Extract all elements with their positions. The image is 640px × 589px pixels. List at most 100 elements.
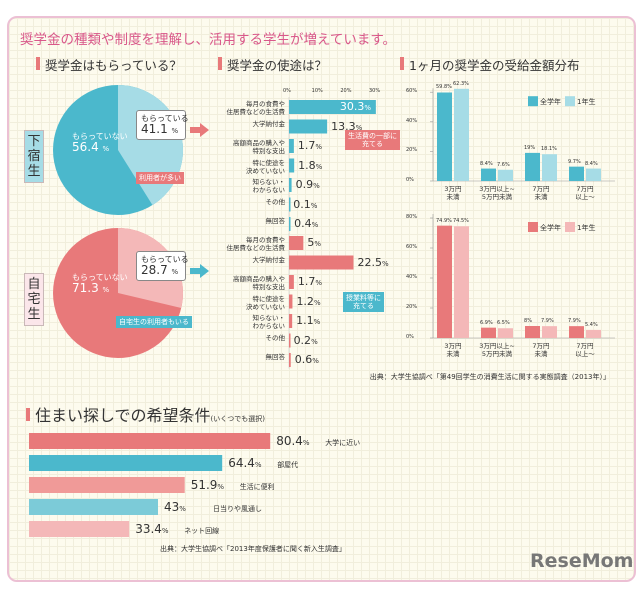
- value-label: 0.4%: [294, 217, 319, 230]
- housing-value: 51.9%: [190, 478, 225, 492]
- category-label: 大学納付金: [252, 255, 286, 264]
- legend-swatch: [565, 222, 575, 232]
- bar: [289, 294, 293, 309]
- bar-all-years: [569, 166, 584, 181]
- y-tick-label: 20%: [406, 304, 418, 310]
- bar: [289, 158, 295, 173]
- data-label: 18.1%: [541, 146, 557, 153]
- value: 6.9: [480, 319, 488, 326]
- housing-subtitle: (いくつでも選択): [210, 415, 265, 423]
- value: 22.5: [357, 255, 383, 269]
- value: 64.4: [228, 456, 255, 470]
- bar: [289, 353, 291, 367]
- group-label: 自宅生: [24, 273, 44, 326]
- bar: [289, 314, 293, 328]
- category-label: 7万円 未満: [532, 185, 550, 201]
- housing-bar: [29, 433, 271, 449]
- value-label: 0.2%: [293, 333, 318, 347]
- data-label: 62.3%: [453, 80, 469, 87]
- category-label: 7万円 以上～: [575, 342, 595, 358]
- bar: [289, 275, 294, 289]
- y-tick-label: 0%: [406, 177, 414, 183]
- housing-value: 33.4%: [135, 522, 169, 536]
- data-label: 74.9%: [436, 217, 452, 224]
- category-label: 特に使途を 決めていない: [246, 158, 285, 175]
- pie-label-receiving: もらっている 41.1 %: [136, 110, 189, 140]
- value: 33.4: [135, 522, 162, 536]
- arrow-icon: [190, 123, 209, 137]
- value: 30.3: [339, 100, 365, 113]
- category-label: 知らない・ わからない: [252, 314, 286, 330]
- section-title-housing: 住まい探しでの希望条件(いくつでも選択): [26, 402, 265, 426]
- group-label: 下宿生: [24, 130, 44, 183]
- value-label: 0.9%: [295, 178, 320, 191]
- pie-label-not-receiving: もらっていない 71.3 %: [72, 273, 128, 295]
- bar: [289, 333, 291, 348]
- housing-label: 部屋代: [277, 461, 299, 469]
- bar-first-year: [498, 328, 513, 338]
- value: 1.7: [297, 275, 316, 288]
- bar: [289, 236, 304, 250]
- label: もらっていない: [72, 273, 128, 282]
- value: 43: [164, 500, 180, 514]
- category-label: 3万円以上~ 5万円未満: [479, 185, 515, 201]
- housing-label: 生活に便利: [239, 483, 275, 491]
- legend-label: 1年生: [577, 98, 596, 107]
- value-label: 13.3%: [331, 119, 363, 133]
- bar: [289, 217, 291, 231]
- housing-value: 64.4%: [228, 456, 262, 470]
- category-label: 高額商品の購入や 特別な支出: [233, 275, 285, 291]
- legend-label: 全学年: [540, 98, 561, 107]
- data-label: 8.4%: [585, 160, 598, 167]
- y-tick-label: 80%: [406, 214, 418, 220]
- data-label: 7.6%: [497, 161, 510, 168]
- housing-label: ネット回線: [184, 527, 220, 535]
- value: 19: [524, 144, 531, 151]
- value-label: 1.8%: [298, 158, 323, 172]
- housing-label: 日当りや風通し: [213, 505, 262, 513]
- bar-all-years: [481, 168, 496, 181]
- bar-first-year: [498, 169, 513, 181]
- y-tick-label: 40%: [406, 274, 418, 280]
- pie-label-not-receiving: もらっていない 56.4 %: [72, 132, 128, 154]
- category-label: 無回答: [265, 353, 286, 361]
- bar: [289, 100, 376, 114]
- bar-first-year: [454, 88, 469, 181]
- bar: [289, 197, 291, 212]
- category-label: その他: [265, 333, 286, 342]
- housing-bar: [29, 477, 185, 493]
- value: 41.1: [141, 122, 168, 136]
- section-title-pie: 奨学金はもらっている？: [36, 55, 182, 74]
- category-label: 3万円 未満: [444, 185, 462, 201]
- category-label: 特に使途を 決めていない: [246, 294, 285, 311]
- value: 80.4: [276, 434, 303, 448]
- category-label: 3万円以上~ 5万円未満: [479, 342, 515, 358]
- value: 59.8: [436, 84, 448, 91]
- section-title-usage: 奨学金の使途は？: [218, 55, 327, 74]
- housing-bar: [29, 499, 158, 515]
- category-label: 毎月の食費や 住居費などの生活費: [226, 100, 286, 116]
- value: 6.5: [497, 320, 505, 327]
- bar: [289, 178, 292, 192]
- value: 0.4: [294, 217, 312, 230]
- category-label: 3万円 未満: [444, 342, 462, 358]
- bar-first-year: [454, 226, 469, 338]
- value: 1.1: [296, 314, 314, 327]
- category-label: 7万円 以上～: [575, 185, 595, 201]
- bar-all-years: [481, 327, 496, 338]
- value: 8: [524, 318, 528, 324]
- data-label: 59.8%: [436, 84, 452, 91]
- housing-value: 43%: [164, 500, 186, 514]
- value-label: 30.3%: [339, 100, 372, 113]
- value-label: 1.7%: [297, 139, 323, 152]
- value: 1.7: [297, 139, 316, 152]
- category-label: 知らない・ わからない: [252, 178, 286, 194]
- category-label: 無回答: [265, 217, 286, 225]
- pie-callout: 利用者が多い: [136, 172, 184, 184]
- legend-label: 全学年: [540, 224, 561, 232]
- bar-all-years: [437, 225, 452, 338]
- usage-callout: 授業料等に 充てる: [343, 292, 384, 312]
- x-tick-label: 10%: [311, 88, 323, 94]
- value-label: 1.7%: [297, 275, 323, 288]
- value: 5.4: [585, 321, 593, 328]
